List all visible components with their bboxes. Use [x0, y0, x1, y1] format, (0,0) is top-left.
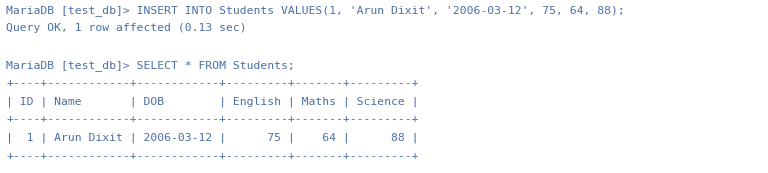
Text: +----+------------+------------+---------+-------+---------+: +----+------------+------------+--------… [6, 151, 419, 161]
Text: Query OK, 1 row affected (0.13 sec): Query OK, 1 row affected (0.13 sec) [6, 23, 247, 33]
Text: |  1 | Arun Dixit | 2006-03-12 |      75 |    64 |      88 |: | 1 | Arun Dixit | 2006-03-12 | 75 | 64 … [6, 132, 419, 143]
Text: +----+------------+------------+---------+-------+---------+: +----+------------+------------+--------… [6, 78, 419, 88]
Text: MariaDB [test_db]> INSERT INTO Students VALUES(1, 'Arun Dixit', '2006-03-12', 75: MariaDB [test_db]> INSERT INTO Students … [6, 5, 625, 16]
Text: +----+------------+------------+---------+-------+---------+: +----+------------+------------+--------… [6, 114, 419, 124]
Text: MariaDB [test_db]> SELECT * FROM Students;: MariaDB [test_db]> SELECT * FROM Student… [6, 60, 295, 71]
Text: | ID | Name       | DOB        | English | Maths | Science |: | ID | Name | DOB | English | Maths | Sc… [6, 96, 419, 107]
